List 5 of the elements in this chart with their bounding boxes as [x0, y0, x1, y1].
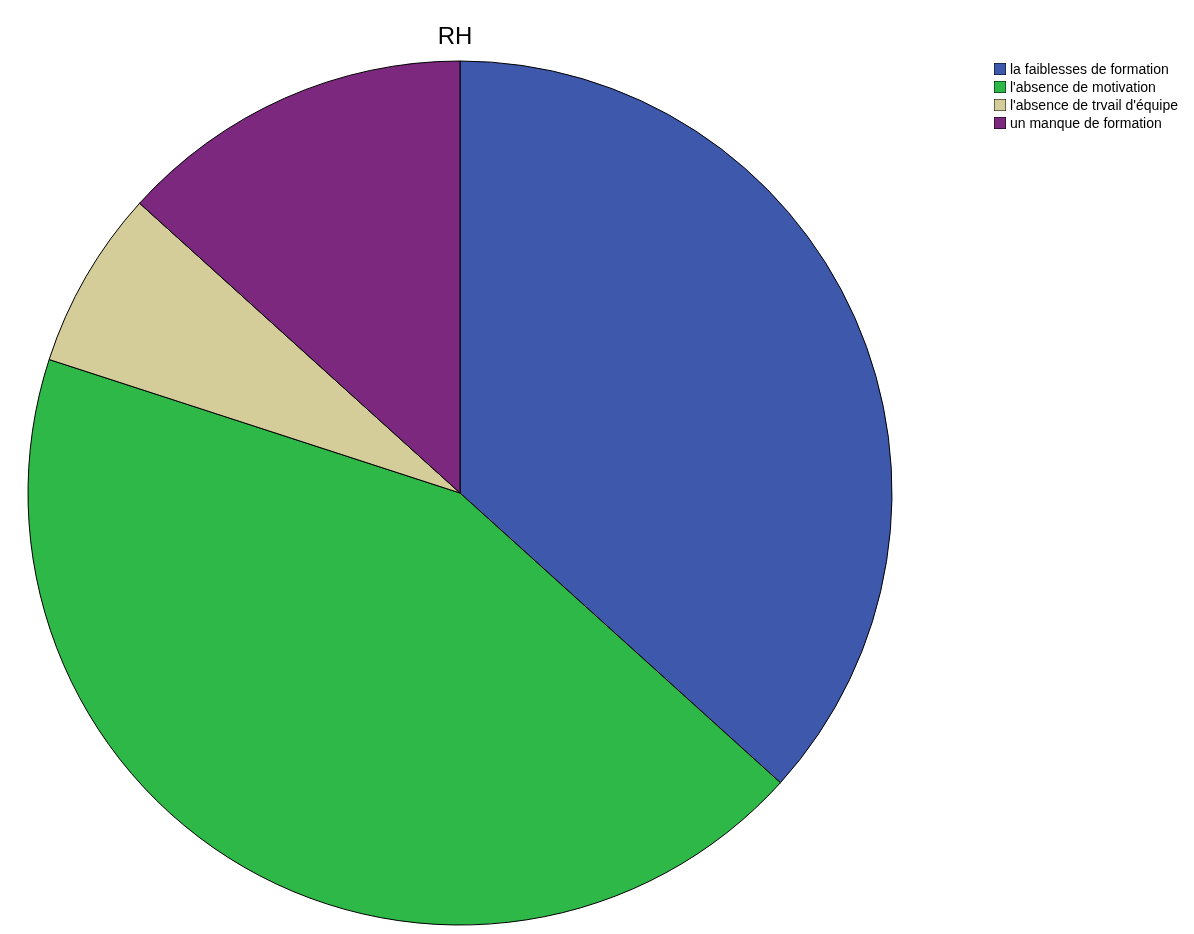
legend-label: un manque de formation [1009, 114, 1162, 132]
legend-label: l'absence de trvail d'équipe [1009, 96, 1178, 114]
chart-title: RH [436, 22, 474, 50]
legend-label: la faiblesses de formation [1009, 60, 1169, 78]
legend-label: l'absence de motivation [1009, 78, 1156, 96]
